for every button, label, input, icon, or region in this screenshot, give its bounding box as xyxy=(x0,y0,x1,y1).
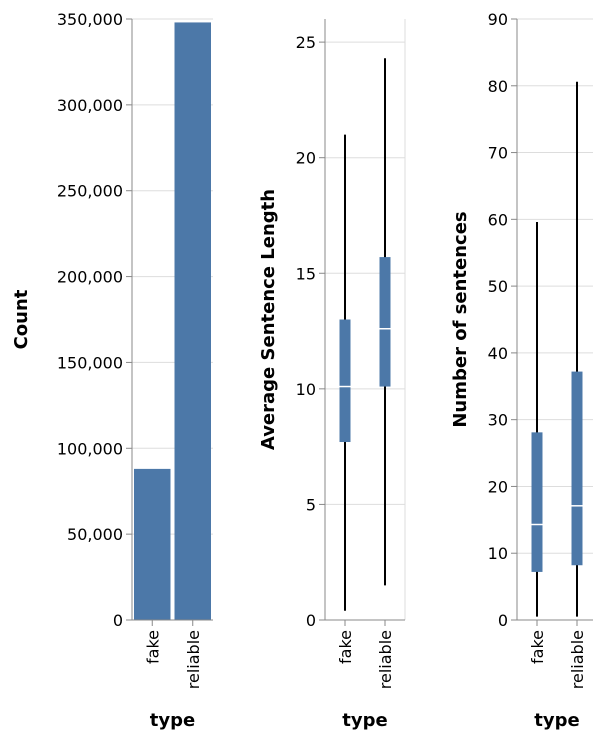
x-axis-title: type xyxy=(150,710,195,731)
x-axis-title: type xyxy=(342,710,387,731)
y-tick-label: 70 xyxy=(488,144,508,163)
y-tick-label: 250,000 xyxy=(57,182,123,201)
y-axis-title: Number of sentences xyxy=(450,211,471,427)
x-tick-label-reliable: reliable xyxy=(184,630,203,689)
y-tick-label: 10 xyxy=(488,544,508,563)
y-tick-label: 25 xyxy=(296,33,316,52)
y-tick-label: 100,000 xyxy=(57,439,123,458)
y-tick-label: 10 xyxy=(296,380,316,399)
box-fake xyxy=(531,432,543,572)
y-tick-label: 50,000 xyxy=(67,525,123,544)
x-tick-label-fake: fake xyxy=(528,630,547,664)
y-tick-label: 350,000 xyxy=(57,10,123,29)
x-axis-title: type xyxy=(534,710,579,731)
x-tick-label-reliable: reliable xyxy=(376,630,395,689)
y-tick-label: 40 xyxy=(488,344,508,363)
x-tick-label-fake: fake xyxy=(336,630,355,664)
bar-fake xyxy=(134,468,171,620)
y-tick-label: 0 xyxy=(498,611,508,630)
box-fake xyxy=(339,319,351,443)
y-tick-label: 0 xyxy=(113,611,123,630)
y-tick-label: 50 xyxy=(488,277,508,296)
y-tick-label: 300,000 xyxy=(57,96,123,115)
y-tick-label: 200,000 xyxy=(57,268,123,287)
y-tick-label: 30 xyxy=(488,411,508,430)
y-axis-title: Count xyxy=(11,289,32,349)
box-reliable xyxy=(379,257,391,387)
y-tick-label: 15 xyxy=(296,264,316,283)
y-tick-label: 150,000 xyxy=(57,353,123,372)
y-tick-label: 60 xyxy=(488,210,508,229)
y-tick-label: 5 xyxy=(306,495,316,514)
box-reliable xyxy=(571,371,583,566)
y-tick-label: 0 xyxy=(306,611,316,630)
y-tick-label: 90 xyxy=(488,10,508,29)
y-axis-title: Average Sentence Length xyxy=(258,189,279,450)
x-tick-label-fake: fake xyxy=(143,630,162,664)
y-tick-label: 20 xyxy=(296,149,316,168)
x-tick-label-reliable: reliable xyxy=(568,630,587,689)
y-tick-label: 80 xyxy=(488,77,508,96)
bar-reliable xyxy=(174,22,211,621)
y-tick-label: 20 xyxy=(488,477,508,496)
